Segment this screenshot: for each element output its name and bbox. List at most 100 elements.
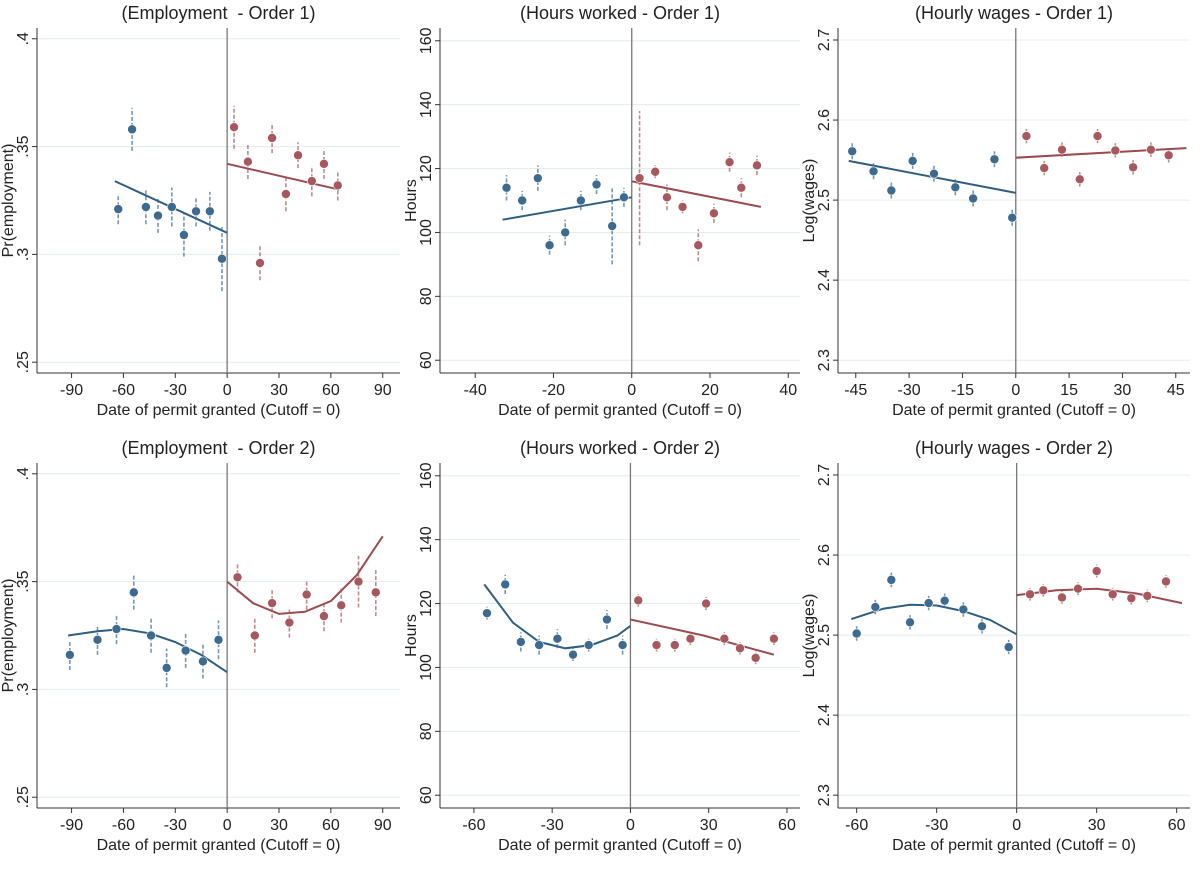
point xyxy=(319,159,329,169)
point xyxy=(167,202,177,212)
y-tick-label: 120 xyxy=(418,590,435,617)
fit-line xyxy=(850,603,1018,636)
y-tick-label: 2.6 xyxy=(816,544,833,566)
x-tick-label: -15 xyxy=(951,382,974,399)
x-tick-label: 0 xyxy=(627,382,636,399)
point xyxy=(517,195,527,206)
x-tick-label: -45 xyxy=(844,382,867,399)
x-tick-label: 0 xyxy=(1011,382,1020,399)
point xyxy=(1126,593,1137,604)
point xyxy=(232,572,243,583)
point xyxy=(205,206,215,217)
point xyxy=(752,160,762,171)
point xyxy=(482,608,492,618)
fit-line xyxy=(502,196,632,221)
panel-title: (Employment - Order 1) xyxy=(121,3,315,23)
x-tick-label: -30 xyxy=(925,817,948,834)
point xyxy=(111,624,122,634)
y-tick-label: 2.3 xyxy=(816,349,833,371)
point xyxy=(293,150,303,161)
fit-line xyxy=(226,162,340,191)
point xyxy=(1107,589,1118,600)
point xyxy=(533,173,543,183)
point xyxy=(617,640,628,650)
y-tick-label: 160 xyxy=(418,27,435,54)
panel-title: (Employment - Order 2) xyxy=(121,438,315,458)
point xyxy=(634,173,645,183)
point xyxy=(669,640,680,650)
point xyxy=(1074,174,1085,185)
x-axis-label: Date of permit granted (Cutoff = 0) xyxy=(892,837,1136,854)
point xyxy=(719,633,730,644)
point xyxy=(1128,162,1138,173)
point xyxy=(1146,144,1156,155)
x-tick-label: 30 xyxy=(1114,382,1132,399)
y-tick-label: 2.5 xyxy=(816,624,833,646)
point xyxy=(113,204,124,214)
x-axis-label: Date of permit granted (Cutoff = 0) xyxy=(892,402,1136,419)
point xyxy=(92,635,103,645)
point xyxy=(544,240,555,251)
point xyxy=(724,157,735,167)
point xyxy=(905,617,915,628)
point xyxy=(769,633,779,644)
point xyxy=(968,193,978,204)
y-tick-label: .3 xyxy=(15,248,32,261)
point xyxy=(977,621,987,632)
point xyxy=(939,595,950,606)
point xyxy=(847,146,858,157)
point xyxy=(1003,642,1014,652)
x-tick-label: 60 xyxy=(778,817,796,834)
point xyxy=(735,643,745,654)
y-tick-label: 2.7 xyxy=(816,29,833,51)
point xyxy=(198,656,208,667)
point xyxy=(619,192,629,203)
y-tick-label: .35 xyxy=(15,570,32,592)
point xyxy=(693,240,704,251)
point xyxy=(923,598,934,608)
x-tick-label: 40 xyxy=(779,382,797,399)
point xyxy=(301,589,312,600)
point xyxy=(685,633,696,644)
point xyxy=(336,600,347,611)
point xyxy=(213,635,224,645)
point xyxy=(1039,163,1050,173)
point xyxy=(129,587,139,598)
y-tick-label: 140 xyxy=(418,91,435,118)
point xyxy=(141,202,151,212)
y-tick-label: 60 xyxy=(418,786,435,804)
point xyxy=(516,637,526,647)
point xyxy=(281,189,291,199)
point xyxy=(650,166,661,177)
x-tick-label: 30 xyxy=(1088,817,1106,834)
x-axis-label: Date of permit granted (Cutoff = 0) xyxy=(498,837,742,854)
point xyxy=(500,579,511,590)
point xyxy=(989,154,1000,165)
point xyxy=(552,633,563,644)
point xyxy=(1007,212,1018,223)
point xyxy=(851,628,862,639)
x-tick-label: 60 xyxy=(322,382,340,399)
y-axis-label: Pr(employment) xyxy=(0,144,17,258)
x-tick-label: 90 xyxy=(374,382,392,399)
point xyxy=(602,614,612,625)
y-tick-label: 60 xyxy=(418,351,435,369)
point xyxy=(332,180,343,191)
y-tick-label: .4 xyxy=(15,467,32,480)
y-tick-label: 2.5 xyxy=(816,189,833,211)
point xyxy=(370,587,381,598)
y-axis-label: Hours xyxy=(403,614,420,657)
x-tick-label: -20 xyxy=(542,382,565,399)
x-tick-label: 30 xyxy=(270,382,288,399)
point xyxy=(886,185,897,196)
y-tick-label: 140 xyxy=(418,526,435,553)
fit-line xyxy=(1015,147,1187,159)
point xyxy=(662,192,672,203)
x-tick-label: -30 xyxy=(541,817,564,834)
point xyxy=(319,611,329,621)
point xyxy=(736,182,747,193)
y-tick-label: 100 xyxy=(418,219,435,246)
y-tick-label: 2.4 xyxy=(816,269,833,291)
point xyxy=(958,604,969,615)
y-tick-label: .4 xyxy=(15,32,32,45)
